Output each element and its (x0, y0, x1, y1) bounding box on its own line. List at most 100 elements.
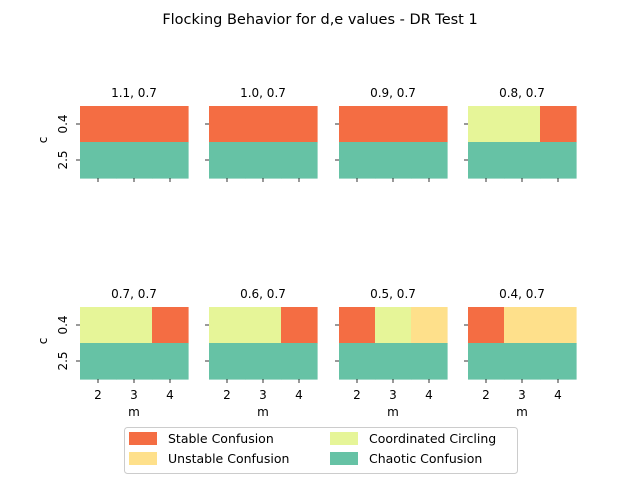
heatmap-cell (375, 142, 412, 179)
legend-label: Unstable Confusion (168, 451, 289, 466)
y-axis-label: c (36, 338, 50, 345)
panel-title: 0.9, 0.7 (370, 86, 416, 100)
heatmap-cell (245, 142, 282, 179)
heatmap-cell (152, 343, 189, 380)
heatmap-panels: 1.1, 0.7 0.4 2.5 c 1.0, 0.7 0.9, 0.7 0.8, 0.7 0… (36, 86, 577, 419)
panel-title: 1.1, 0.7 (111, 86, 157, 100)
x-axis-label: m (387, 405, 399, 419)
x-tick-label: 3 (130, 388, 138, 402)
heatmap-cell (116, 343, 153, 380)
legend-entry: Chaotic Confusion (330, 451, 482, 466)
heatmap-cell (152, 142, 189, 179)
heatmap-cell (375, 307, 412, 344)
heatmap-cell (468, 307, 505, 344)
legend-label: Chaotic Confusion (369, 451, 482, 466)
heatmap-cell (80, 307, 117, 344)
legend-label: Coordinated Circling (369, 431, 496, 446)
heatmap-cell (540, 106, 577, 143)
x-tick-label: 2 (482, 388, 490, 402)
heatmap-cell (209, 106, 246, 143)
x-tick-label: 2 (223, 388, 231, 402)
panel-3: 0.9, 0.7 (335, 86, 448, 182)
heatmap-cell (209, 307, 246, 344)
heatmap-cell (504, 106, 541, 143)
x-tick-label: 4 (554, 388, 562, 402)
heatmap-cell (411, 343, 448, 380)
panel-5: 0.7, 0.7 0.4 2.5 2 3 4 m c (36, 287, 189, 419)
heatmap-cell (152, 307, 189, 344)
heatmap-cell (540, 307, 577, 344)
x-tick-label: 4 (425, 388, 433, 402)
legend-entry: Stable Confusion (129, 431, 274, 446)
chart-title: Flocking Behavior for d,e values - DR Te… (162, 12, 477, 28)
panel-title: 0.5, 0.7 (370, 287, 416, 301)
heatmap-cell (339, 307, 376, 344)
panel-1: 1.1, 0.7 0.4 2.5 c (36, 86, 189, 182)
x-tick-label: 2 (94, 388, 102, 402)
panel-8: 0.4, 0.7 2 3 4 m (464, 287, 577, 419)
heatmap-cell (339, 343, 376, 380)
y-tick-label: 2.5 (56, 150, 70, 169)
legend-swatch (330, 432, 358, 445)
y-tick-label: 2.5 (56, 351, 70, 370)
heatmap-cell (116, 142, 153, 179)
x-tick-label: 2 (353, 388, 361, 402)
legend-swatch (330, 452, 358, 465)
x-axis-label: m (516, 405, 528, 419)
panel-title: 0.6, 0.7 (240, 287, 286, 301)
heatmap-cell (80, 343, 117, 380)
heatmap-cell (80, 142, 117, 179)
heatmap-cell (152, 106, 189, 143)
panel-title: 0.7, 0.7 (111, 287, 157, 301)
heatmap-cell (245, 343, 282, 380)
legend-frame (124, 427, 518, 474)
legend: Stable Confusion Unstable Confusion Coordi… (124, 427, 518, 474)
heatmap-cell (339, 142, 376, 179)
legend-entry: Coordinated Circling (330, 431, 496, 446)
heatmap-cell (209, 142, 246, 179)
heatmap-cell (375, 106, 412, 143)
heatmap-cell (540, 343, 577, 380)
heatmap-cell (375, 343, 412, 380)
x-tick-label: 4 (166, 388, 174, 402)
heatmap-cell (468, 343, 505, 380)
heatmap-cell (80, 106, 117, 143)
x-tick-label: 4 (295, 388, 303, 402)
panel-6: 0.6, 0.7 2 3 4 m (205, 287, 318, 419)
heatmap-cell (281, 106, 318, 143)
legend-swatch (129, 452, 157, 465)
heatmap-cell (281, 142, 318, 179)
heatmap-cell (116, 106, 153, 143)
panel-2: 1.0, 0.7 (205, 86, 318, 182)
panel-title: 0.8, 0.7 (499, 86, 545, 100)
heatmap-cell (468, 106, 505, 143)
heatmap-cell (540, 142, 577, 179)
heatmap-cell (504, 307, 541, 344)
panel-4: 0.8, 0.7 (464, 86, 577, 182)
heatmap-cell (339, 106, 376, 143)
x-tick-label: 3 (389, 388, 397, 402)
heatmap-cell (411, 106, 448, 143)
legend-swatch (129, 432, 157, 445)
heatmap-cell (468, 142, 505, 179)
x-tick-label: 3 (518, 388, 526, 402)
heatmap-cell (245, 307, 282, 344)
y-tick-label: 0.4 (56, 114, 70, 133)
heatmap-cell (116, 307, 153, 344)
heatmap-cell (209, 343, 246, 380)
panel-title: 1.0, 0.7 (240, 86, 286, 100)
y-axis-label: c (36, 137, 50, 144)
panel-title: 0.4, 0.7 (499, 287, 545, 301)
x-tick-label: 3 (259, 388, 267, 402)
x-axis-label: m (257, 405, 269, 419)
heatmap-cell (411, 307, 448, 344)
heatmap-cell (504, 142, 541, 179)
legend-label: Stable Confusion (168, 431, 274, 446)
heatmap-cell (504, 343, 541, 380)
y-tick-label: 0.4 (56, 315, 70, 334)
x-axis-label: m (128, 405, 140, 419)
heatmap-cell (245, 106, 282, 143)
heatmap-cell (411, 142, 448, 179)
heatmap-cell (281, 343, 318, 380)
